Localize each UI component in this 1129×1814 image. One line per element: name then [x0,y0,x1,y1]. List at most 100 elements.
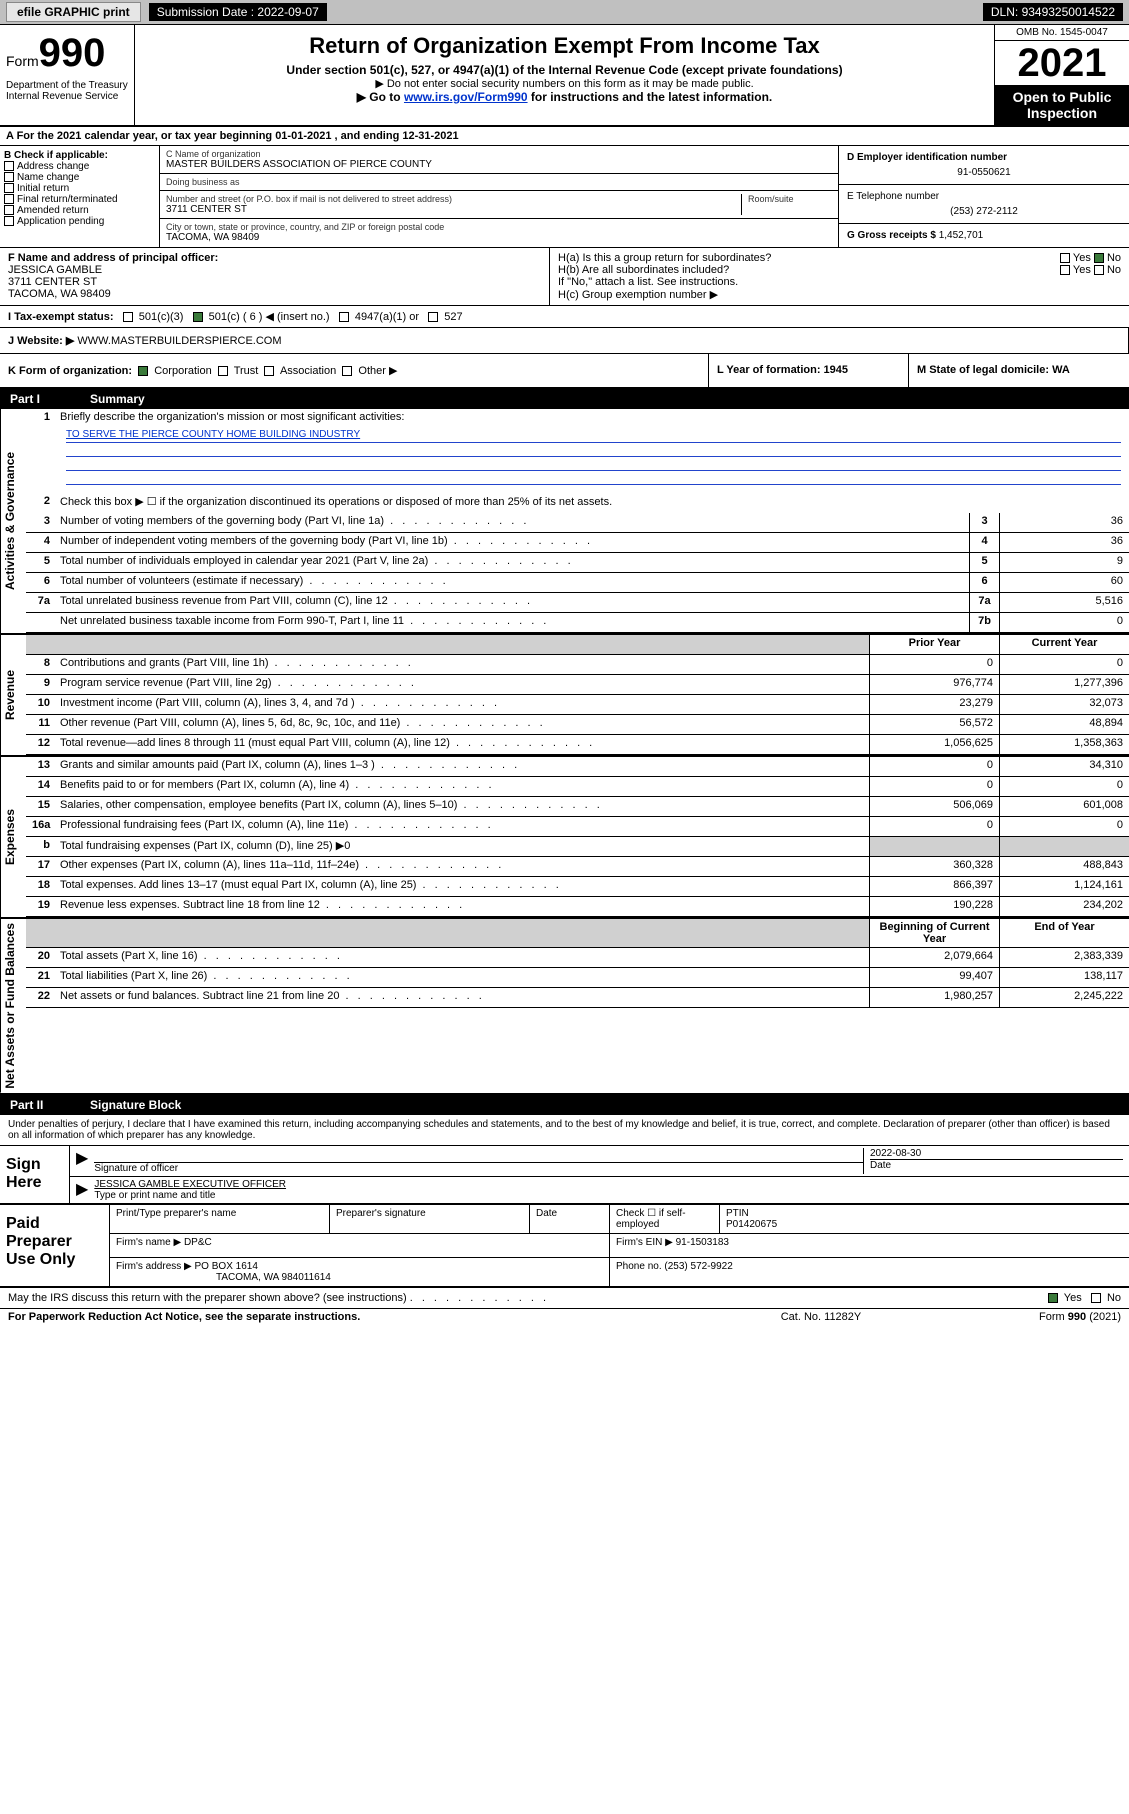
chk-527[interactable] [428,312,438,322]
firm-name-label: Firm's name ▶ [116,1237,181,1248]
street-address: 3711 CENTER ST [166,204,735,215]
col-de: D Employer identification number 91-0550… [839,146,1129,247]
table-row: 8Contributions and grants (Part VIII, li… [26,655,1129,675]
row-f-h: F Name and address of principal officer:… [0,248,1129,306]
part1-num: Part I [10,392,70,406]
row-j: J Website: ▶ WWW.MASTERBUILDERSPIERCE.CO… [0,328,1129,354]
revenue-section: Revenue Prior Year Current Year 8Contrib… [0,635,1129,757]
irs-link[interactable]: www.irs.gov/Form990 [404,90,528,104]
opt-527: 527 [444,311,462,323]
sig-declaration: Under penalties of perjury, I declare th… [0,1115,1129,1146]
ha-no-chk[interactable] [1094,253,1104,263]
chk-501c3[interactable] [123,312,133,322]
ha-no: No [1107,252,1121,264]
addr-label: Number and street (or P.O. box if mail i… [166,194,735,204]
line-a-text: A For the 2021 calendar year, or tax yea… [6,130,459,142]
vtab-revenue: Revenue [0,635,26,755]
form-title: Return of Organization Exempt From Incom… [145,33,984,59]
discuss-no-chk[interactable] [1091,1293,1101,1303]
table-row: 21Total liabilities (Part X, line 26)99,… [26,968,1129,988]
vtab-net-assets: Net Assets or Fund Balances [0,919,26,1093]
ha-yes-chk[interactable] [1060,253,1070,263]
subtitle-3: ▶ Go to www.irs.gov/Form990 for instruct… [145,90,984,104]
firm-addr2: TACOMA, WA 984011614 [116,1272,331,1283]
signature-block: Under penalties of perjury, I declare th… [0,1115,1129,1205]
table-row: 11Other revenue (Part VIII, column (A), … [26,715,1129,735]
ptin-value: P01420675 [726,1219,777,1230]
website-label: J Website: ▶ [8,335,74,347]
chk-assoc[interactable] [264,366,274,376]
ha-label: H(a) Is this a group return for subordin… [558,252,771,264]
chk-amended-return[interactable]: Amended return [4,205,155,216]
hb-label: H(b) Are all subordinates included? [558,264,729,276]
paid-preparer-block: Paid Preparer Use Only Print/Type prepar… [0,1205,1129,1288]
gross-label: G Gross receipts $ [847,230,936,241]
table-row: 20Total assets (Part X, line 16)2,079,66… [26,948,1129,968]
chk-name-change[interactable]: Name change [4,172,155,183]
chk-final-return[interactable]: Final return/terminated [4,194,155,205]
paid-preparer-title: Paid Preparer Use Only [0,1205,110,1286]
preparer-name-label: Print/Type preparer's name [110,1205,330,1233]
form-footer: Form 990 (2021) [921,1311,1121,1323]
opt-assoc: Association [280,365,336,377]
opt-trust: Trust [234,365,259,377]
table-row: 13Grants and similar amounts paid (Part … [26,757,1129,777]
hdr-end-year: End of Year [999,919,1129,947]
state-domicile: M State of legal domicile: WA [917,364,1070,376]
sig-officer-label: Signature of officer [94,1163,178,1174]
org-info-row: B Check if applicable: Address change Na… [0,146,1129,248]
ein-value: 91-0550621 [847,163,1121,178]
opt-corp: Corporation [154,365,211,377]
chk-other[interactable] [342,366,352,376]
tel-value: (253) 272-2112 [847,202,1121,217]
table-row: 15Salaries, other compensation, employee… [26,797,1129,817]
officer-name: JESSICA GAMBLE [8,264,541,276]
submission-date: Submission Date : 2022-09-07 [149,3,327,21]
chk-lbl: Name change [17,172,79,183]
phone-label: Phone no. [616,1261,662,1272]
discuss-no: No [1107,1292,1121,1304]
efile-button[interactable]: efile GRAPHIC print [6,2,141,22]
form-990-num: 990 [39,31,106,75]
chk-corp[interactable] [138,366,148,376]
arrow-icon: ▶ [76,1179,94,1201]
table-row: 16aProfessional fundraising fees (Part I… [26,817,1129,837]
chk-address-change[interactable]: Address change [4,161,155,172]
firm-addr-label: Firm's address ▶ [116,1261,192,1272]
chk-lbl: Address change [17,161,89,172]
discuss-yes-chk[interactable] [1048,1293,1058,1303]
col-b: B Check if applicable: Address change Na… [0,146,160,247]
part2-header: Part II Signature Block [0,1095,1129,1115]
chk-4947[interactable] [339,312,349,322]
opt-501c: 501(c) ( 6 ) ◀ (insert no.) [209,311,330,323]
col-c: C Name of organization MASTER BUILDERS A… [160,146,839,247]
table-row: 7aTotal unrelated business revenue from … [26,593,1129,613]
tax-status-label: I Tax-exempt status: [8,311,114,323]
chk-app-pending[interactable]: Application pending [4,216,155,227]
opt-other: Other ▶ [358,365,397,377]
table-row: 14Benefits paid to or for members (Part … [26,777,1129,797]
self-employed-chk[interactable]: Check ☐ if self-employed [610,1205,720,1233]
ein-label: D Employer identification number [847,152,1007,163]
tax-year: 2021 [995,41,1129,85]
firm-addr1: PO BOX 1614 [195,1261,258,1272]
sub3-post: for instructions and the latest informat… [528,90,773,104]
table-row: 3Number of voting members of the governi… [26,513,1129,533]
pra-notice: For Paperwork Reduction Act Notice, see … [8,1311,721,1323]
subtitle-1: Under section 501(c), 527, or 4947(a)(1)… [145,63,984,77]
vtab-governance: Activities & Governance [0,409,26,633]
sub3-pre: ▶ Go to [357,90,404,104]
mission-lines: TO SERVE THE PIERCE COUNTY HOME BUILDING… [26,429,1129,493]
ptin-label: PTIN [726,1208,749,1219]
dept-treasury: Department of the Treasury Internal Reve… [6,76,128,102]
chk-initial-return[interactable]: Initial return [4,183,155,194]
hb-no-chk[interactable] [1094,265,1104,275]
officer-addr2: TACOMA, WA 98409 [8,288,541,300]
chk-501c[interactable] [193,312,203,322]
chk-trust[interactable] [218,366,228,376]
hb-yes-chk[interactable] [1060,265,1070,275]
part2-title: Signature Block [90,1098,181,1112]
dln-label: DLN: 93493250014522 [983,3,1123,21]
sig-date: 2022-08-30 [870,1148,1123,1159]
subtitle-2: ▶ Do not enter social security numbers o… [145,77,984,90]
